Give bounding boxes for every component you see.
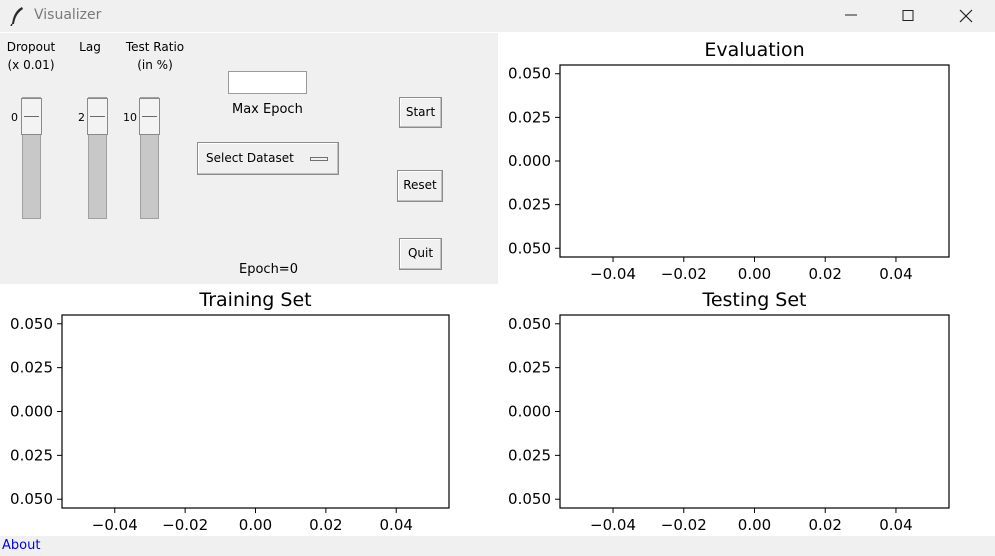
training-set-chart: Training Set −0.04 −0.02 0.00 0.02 0.04 0.050 0… bbox=[10, 289, 450, 534]
x-tick-label: 0.00 bbox=[239, 516, 272, 534]
chart-title: Evaluation bbox=[704, 39, 804, 61]
select-dataset-label: Select Dataset bbox=[206, 151, 294, 165]
y-tick-label: 0.050 bbox=[508, 315, 551, 333]
lag-label: Lag bbox=[79, 40, 101, 54]
chart-title: Testing Set bbox=[701, 289, 806, 311]
axes-frame bbox=[61, 314, 450, 509]
menu-indicator-icon bbox=[310, 157, 328, 161]
y-tick-label: 0.000 bbox=[508, 403, 551, 421]
y-tick-label: 0.025 bbox=[508, 359, 551, 377]
test-ratio-slider[interactable] bbox=[139, 97, 160, 219]
start-button[interactable]: Start bbox=[399, 97, 442, 128]
maximize-button[interactable] bbox=[886, 0, 932, 32]
footer-bar: About bbox=[0, 536, 995, 556]
dropout-slider-thumb[interactable] bbox=[21, 98, 42, 135]
y-tick-label: 0.050 bbox=[508, 239, 551, 257]
quit-button[interactable]: Quit bbox=[399, 238, 442, 270]
max-epoch-input[interactable] bbox=[228, 71, 307, 94]
epoch-label: Epoch=0 bbox=[239, 262, 298, 277]
x-tick-label: −0.02 bbox=[661, 516, 707, 534]
select-dataset-menu[interactable]: Select Dataset bbox=[197, 142, 339, 175]
axes-frame bbox=[559, 314, 950, 509]
x-tick-label: 0.04 bbox=[879, 265, 912, 283]
reset-button[interactable]: Reset bbox=[397, 170, 443, 202]
x-tick-label: −0.02 bbox=[162, 516, 208, 534]
x-tick-label: 0.00 bbox=[738, 265, 771, 283]
x-tick-label: 0.02 bbox=[809, 265, 842, 283]
y-tick-label: 0.025 bbox=[508, 446, 551, 464]
y-tick-label: 0.000 bbox=[10, 403, 53, 421]
testing-set-chart: Testing Set −0.04 −0.02 0.00 0.02 0.04 0.050 0.… bbox=[508, 289, 950, 534]
y-tick-label: 0.025 bbox=[10, 359, 53, 377]
dropout-slider[interactable] bbox=[21, 97, 42, 219]
lag-slider[interactable] bbox=[87, 97, 108, 219]
x-tick-label: −0.04 bbox=[92, 516, 138, 534]
y-tick-label: 0.050 bbox=[508, 490, 551, 508]
dropout-label: Dropout (x 0.01) bbox=[6, 40, 56, 72]
y-tick-label: 0.025 bbox=[508, 196, 551, 214]
window-title: Visualizer bbox=[34, 7, 102, 23]
y-tick-label: 0.050 bbox=[10, 315, 53, 333]
x-tick-label: 0.04 bbox=[380, 516, 413, 534]
x-tick-label: 0.04 bbox=[879, 516, 912, 534]
y-tick-label: 0.050 bbox=[508, 65, 551, 83]
training-set-plot: Training Set −0.04 −0.02 0.00 0.02 0.04 0.050 0… bbox=[0, 284, 498, 536]
y-tick-label: 0.050 bbox=[10, 490, 53, 508]
about-link[interactable]: About bbox=[2, 538, 41, 553]
evaluation-plot: Evaluation −0.04 −0.02 0.00 0.02 0.04 0.050 0.0… bbox=[498, 33, 995, 284]
title-bar: Visualizer bbox=[0, 0, 995, 32]
test-ratio-label: Test Ratio (in %) bbox=[125, 40, 185, 72]
minimize-button[interactable] bbox=[829, 0, 875, 32]
x-tick-label: −0.04 bbox=[590, 516, 636, 534]
x-tick-label: −0.04 bbox=[590, 265, 636, 283]
feather-icon bbox=[9, 6, 25, 27]
max-epoch-label: Max Epoch bbox=[232, 102, 303, 117]
test-ratio-value: 10 bbox=[123, 111, 137, 124]
dropout-value: 0 bbox=[11, 111, 18, 124]
x-tick-label: 0.02 bbox=[809, 516, 842, 534]
lag-value: 2 bbox=[78, 111, 85, 124]
chart-title: Training Set bbox=[198, 289, 311, 311]
axes-frame bbox=[559, 64, 950, 258]
x-tick-label: −0.02 bbox=[661, 265, 707, 283]
y-tick-label: 0.000 bbox=[508, 152, 551, 170]
y-tick-label: 0.025 bbox=[10, 446, 53, 464]
lag-slider-thumb[interactable] bbox=[87, 98, 108, 135]
test-ratio-slider-thumb[interactable] bbox=[139, 98, 160, 135]
evaluation-chart: Evaluation −0.04 −0.02 0.00 0.02 0.04 0.050 0.0… bbox=[508, 39, 950, 283]
x-tick-label: 0.00 bbox=[738, 516, 771, 534]
close-button[interactable] bbox=[944, 0, 990, 32]
x-tick-label: 0.02 bbox=[309, 516, 342, 534]
y-tick-label: 0.025 bbox=[508, 108, 551, 126]
control-panel: Dropout (x 0.01) 0 Lag 2 Test Ratio (in … bbox=[0, 33, 498, 284]
testing-set-plot: Testing Set −0.04 −0.02 0.00 0.02 0.04 0.050 0.… bbox=[498, 284, 995, 536]
